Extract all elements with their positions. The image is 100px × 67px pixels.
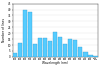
- Bar: [58, 37, 62, 57]
- Bar: [73, 40, 78, 57]
- Bar: [63, 44, 67, 57]
- Bar: [78, 47, 82, 57]
- Bar: [28, 12, 32, 57]
- Bar: [18, 43, 22, 57]
- X-axis label: Wavelength (nm): Wavelength (nm): [42, 61, 68, 65]
- Y-axis label: Number of lines: Number of lines: [2, 18, 6, 42]
- Bar: [23, 10, 27, 57]
- Bar: [68, 39, 72, 57]
- Bar: [13, 53, 17, 57]
- Bar: [38, 38, 42, 57]
- Bar: [33, 44, 37, 57]
- Bar: [53, 32, 57, 57]
- Bar: [43, 38, 47, 57]
- Bar: [83, 52, 88, 57]
- Bar: [88, 55, 92, 57]
- Bar: [48, 41, 52, 57]
- Bar: [93, 56, 98, 57]
